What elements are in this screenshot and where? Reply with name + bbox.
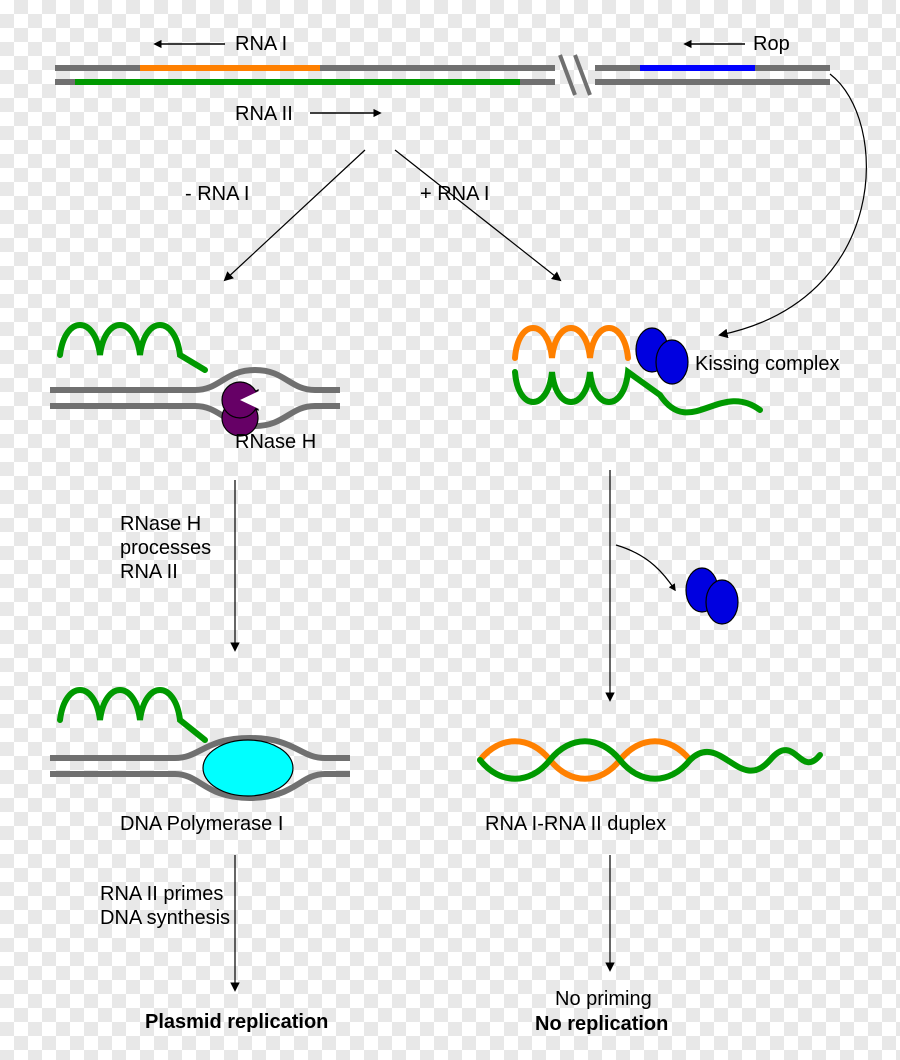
minus-rna-i-label: - RNA I: [185, 183, 249, 205]
fork-right-arrow: [395, 150, 560, 280]
svg-text:RNA II: RNA II: [120, 561, 178, 583]
rna-ii-label: RNA II: [235, 103, 293, 125]
rop-protein-icon: [636, 328, 688, 384]
dna-pol-icon: [203, 740, 293, 796]
rna-i-label: RNA I: [235, 33, 287, 55]
primes-l1: RNA II primes: [100, 883, 223, 905]
kissing-label: Kissing complex: [695, 353, 840, 375]
no-rep-label: No replication: [535, 1013, 668, 1035]
rnase-h-label: RNase H: [235, 431, 316, 453]
dna-pol-label: DNA Polymerase I: [120, 813, 283, 835]
duplex-label: RNA I-RNA II duplex: [485, 813, 666, 835]
no-priming-label: No priming: [555, 988, 652, 1010]
rnase-h-complex: [50, 325, 340, 436]
rop-released-icon: [686, 568, 738, 624]
fork-left-arrow: [225, 150, 365, 280]
primes-l2: DNA synthesis: [100, 907, 230, 929]
duplex: [480, 741, 820, 779]
dna-strand-top: [55, 55, 830, 95]
rop-label: Rop: [753, 33, 790, 55]
rnase-processes-text: RNase H processes RNA II: [120, 513, 211, 583]
rop-arc: [720, 74, 866, 335]
svg-text:processes: processes: [120, 537, 211, 559]
plasmid-rep-label: Plasmid replication: [145, 1011, 328, 1033]
svg-text:RNase H: RNase H: [120, 513, 201, 535]
plus-rna-i-label: + RNA I: [420, 183, 489, 205]
rop-release-arc: [616, 545, 675, 590]
dna-pol-complex: [50, 690, 350, 798]
